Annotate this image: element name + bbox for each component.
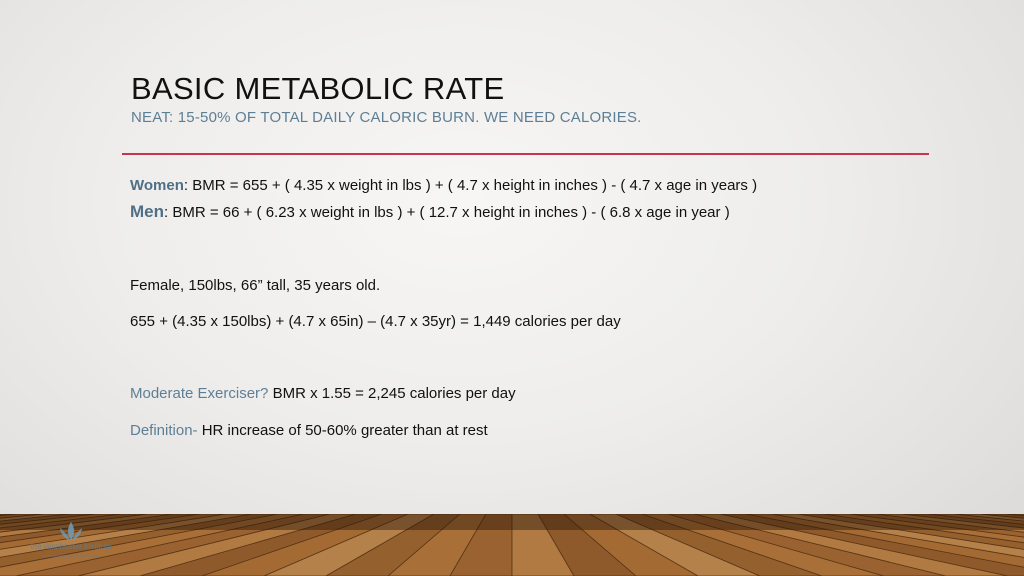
women-formula-text: : BMR = 655 + ( 4.35 x weight in lbs ) +… xyxy=(183,177,758,194)
men-label: Men xyxy=(130,202,164,221)
example-calculation: 655 + (4.35 x 150lbs) + (4.7 x 65in) – (… xyxy=(130,313,621,330)
men-formula: Men: BMR = 66 + ( 6.23 x weight in lbs )… xyxy=(130,202,730,222)
title-divider xyxy=(122,153,929,155)
definition-label: Definition- xyxy=(130,422,198,439)
moderate-label: Moderate Exerciser? xyxy=(130,385,269,402)
women-formula: Women: BMR = 655 + ( 4.35 x weight in lb… xyxy=(130,177,757,194)
example-description: Female, 150lbs, 66” tall, 35 years old. xyxy=(130,277,381,294)
slide-title: BASIC METABOLIC RATE xyxy=(131,71,505,106)
definition-text: HR increase of 50-60% greater than at re… xyxy=(197,422,488,439)
moderate-text: BMR x 1.55 = 2,245 calories per day xyxy=(268,385,516,402)
slide-subtitle: NEAT: 15-50% OF TOTAL DAILY CALORIC BURN… xyxy=(131,109,642,126)
logo-tagline: of chiropractic health & wellness xyxy=(42,553,100,558)
logo: the winchester institute of chiropractic… xyxy=(16,520,126,568)
men-formula-text: : BMR = 66 + ( 6.23 x weight in lbs ) + … xyxy=(164,204,730,221)
moderate-exerciser: Moderate Exerciser? BMR x 1.55 = 2,245 c… xyxy=(130,385,516,402)
definition: Definition- HR increase of 50-60% greate… xyxy=(130,422,488,439)
wood-floor xyxy=(0,514,1024,576)
women-label: Women xyxy=(130,177,184,194)
logo-name: the winchester institute xyxy=(30,542,112,551)
lotus-icon xyxy=(60,522,82,540)
